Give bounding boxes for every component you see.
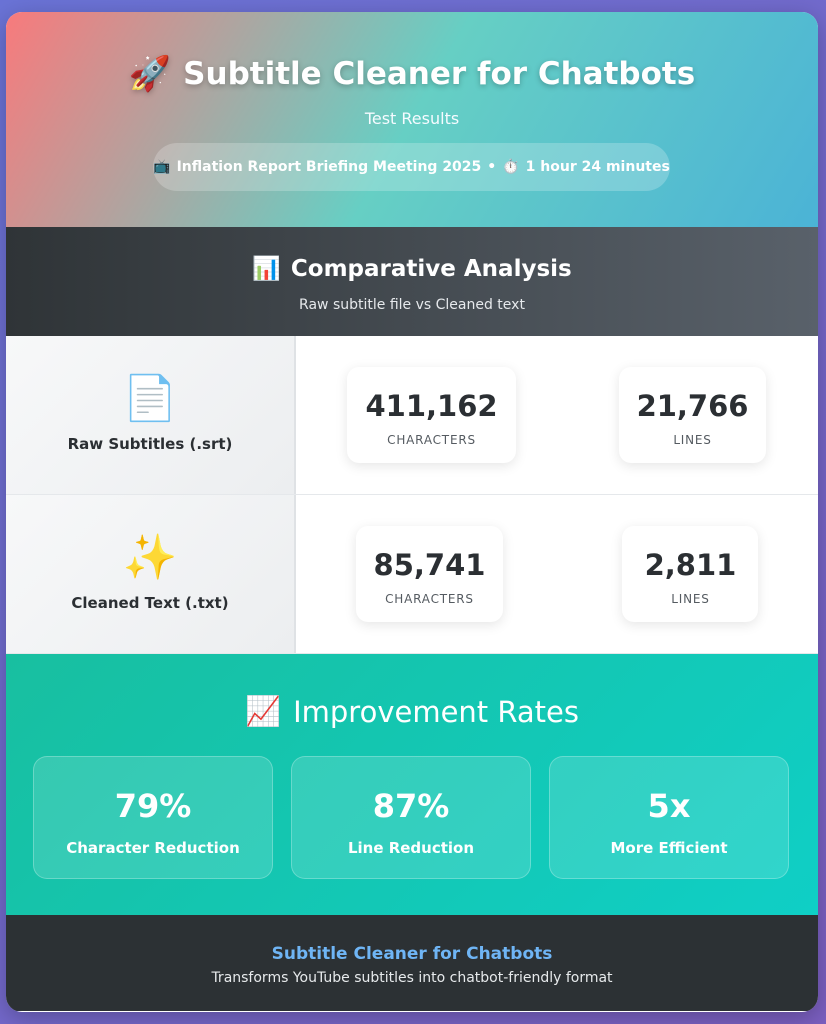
cleaned-text-row: ✨ Cleaned Text (.txt) 85,741 CHARACTERS … (6, 495, 818, 654)
stat-card: 85,741 CHARACTERS (355, 526, 504, 622)
header: 🚀 Subtitle Cleaner for Chatbots Test Res… (6, 12, 818, 227)
comparison-title-text: Comparative Analysis (290, 255, 572, 282)
footer: Subtitle Cleaner for Chatbots Transforms… (6, 915, 818, 1011)
row-label-text: Cleaned Text (.txt) (71, 594, 229, 612)
stat-value: 21,766 (636, 389, 749, 423)
row-stats: 411,162 CHARACTERS 21,766 LINES (296, 336, 818, 494)
row-label: 📄 Raw Subtitles (.srt) (6, 336, 296, 494)
stat-value: 411,162 (365, 389, 498, 423)
comparison-subtitle: Raw subtitle file vs Cleaned text (299, 297, 525, 313)
stat-value: 85,741 (373, 548, 486, 582)
stat-label: LINES (671, 592, 710, 606)
tv-icon: 📺 (153, 159, 171, 175)
stat-card: 21,766 LINES (618, 367, 767, 463)
rate-card-line-reduction: 87% Line Reduction (291, 756, 531, 879)
stat-label: LINES (673, 433, 712, 447)
video-title: Inflation Report Briefing Meeting 2025 (176, 159, 482, 175)
bar-chart-icon: 📊 (252, 256, 281, 282)
stat-card: 411,162 CHARACTERS (347, 367, 516, 463)
improvement-title-text: Improvement Rates (293, 694, 580, 729)
trend-up-icon: 📈 (244, 694, 282, 728)
footer-title: Subtitle Cleaner for Chatbots (271, 944, 553, 964)
meta-separator: • (487, 159, 497, 175)
stat-value: 2,811 (644, 548, 737, 582)
page-title-text: Subtitle Cleaner for Chatbots (183, 56, 696, 92)
document-icon: 📄 (122, 373, 178, 424)
page-subtitle: Test Results (364, 109, 460, 128)
footer-subtitle: Transforms YouTube subtitles into chatbo… (211, 970, 613, 986)
row-label: ✨ Cleaned Text (.txt) (6, 495, 296, 653)
sparkles-icon: ✨ (122, 532, 178, 583)
stat-label: CHARACTERS (385, 592, 474, 606)
report-card: 🚀 Subtitle Cleaner for Chatbots Test Res… (6, 12, 818, 1012)
rate-value: 87% (372, 787, 450, 825)
rate-value: 5x (647, 787, 691, 825)
stat-label: CHARACTERS (387, 433, 476, 447)
row-label-text: Raw Subtitles (.srt) (67, 435, 233, 453)
rate-label: Character Reduction (66, 839, 240, 857)
rocket-icon: 🚀 (128, 54, 172, 94)
rate-value: 79% (114, 787, 192, 825)
improvement-title: 📈 Improvement Rates (6, 694, 818, 729)
comparison-header: 📊 Comparative Analysis Raw subtitle file… (6, 227, 818, 336)
comparison-title: 📊 Comparative Analysis (6, 255, 818, 283)
stat-card: 2,811 LINES (622, 526, 759, 622)
video-meta-pill: 📺 Inflation Report Briefing Meeting 2025… (153, 143, 670, 191)
rate-card-character-reduction: 79% Character Reduction (33, 756, 273, 879)
rate-label: More Efficient (610, 839, 728, 857)
rate-label: Line Reduction (347, 839, 475, 857)
raw-subtitles-row: 📄 Raw Subtitles (.srt) 411,162 CHARACTER… (6, 336, 818, 495)
row-stats: 85,741 CHARACTERS 2,811 LINES (296, 495, 818, 653)
video-duration: 1 hour 24 minutes (525, 159, 670, 175)
improvement-section: 📈 Improvement Rates 79% Character Reduct… (6, 654, 818, 915)
rate-card-more-efficient: 5x More Efficient (549, 756, 789, 879)
stopwatch-icon: ⏱️ (502, 159, 520, 175)
page-title: 🚀 Subtitle Cleaner for Chatbots (6, 54, 818, 94)
